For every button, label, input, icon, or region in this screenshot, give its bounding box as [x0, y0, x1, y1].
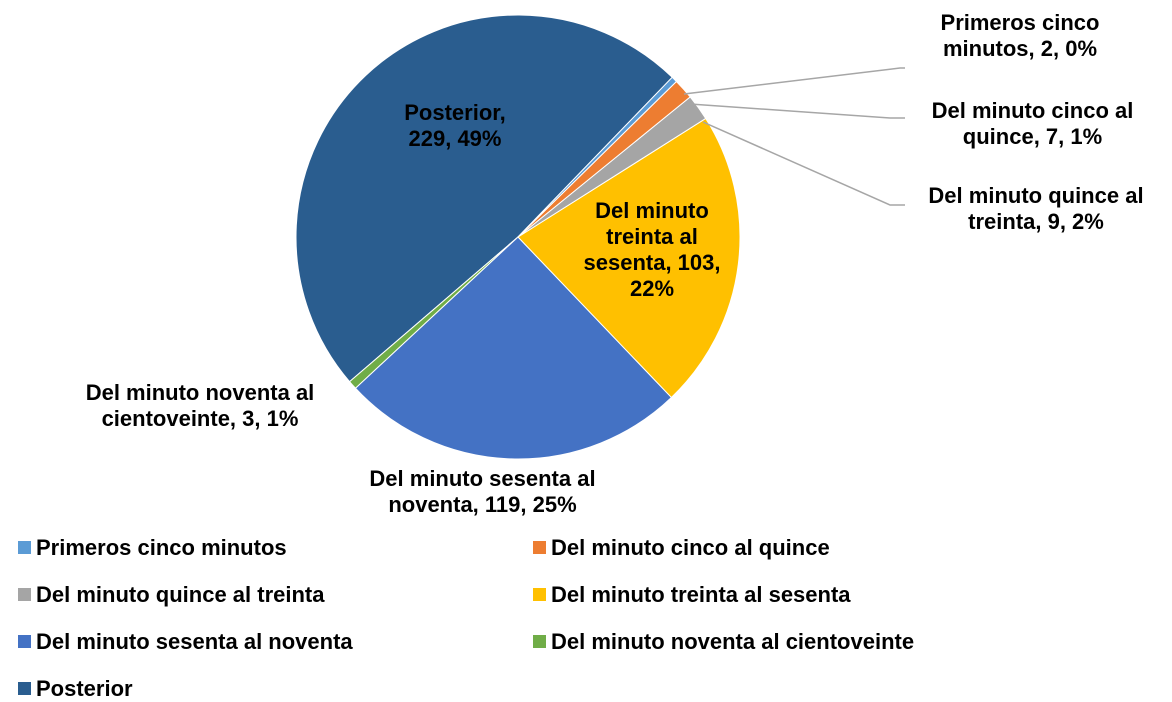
- pie-slice: [295, 14, 673, 383]
- data-label: Primeros cinco minutos, 2, 0%: [940, 10, 1100, 61]
- data-label: Del minuto sesenta al noventa, 119, 25%: [369, 466, 596, 517]
- data-label: Del minuto treinta al sesenta, 103, 22%: [583, 198, 721, 301]
- legend-swatch: [18, 588, 31, 601]
- legend-swatch: [533, 588, 546, 601]
- legend-label: Del minuto quince al treinta: [36, 582, 325, 607]
- data-label: Del minuto cinco al quince, 7, 1%: [931, 98, 1134, 149]
- legend-label: Del minuto sesenta al noventa: [36, 629, 353, 654]
- pie-slice: [517, 117, 741, 399]
- legend-label: Del minuto cinco al quince: [551, 535, 830, 560]
- legend-swatch: [533, 635, 546, 648]
- legend-swatch: [18, 635, 31, 648]
- legend-swatch: [18, 541, 31, 554]
- legend-label: Del minuto noventa al cientoveinte: [551, 629, 915, 654]
- legend-label: Del minuto treinta al sesenta: [551, 582, 851, 607]
- pie-slice: [354, 236, 673, 460]
- leader-line: [683, 67, 905, 95]
- legend-label: Primeros cinco minutos: [36, 535, 287, 560]
- legend-swatch: [533, 541, 546, 554]
- data-label: Del minuto quince al treinta, 9, 2%: [928, 183, 1144, 234]
- legend-swatch: [18, 682, 31, 695]
- leader-line: [689, 103, 905, 119]
- data-label: Posterior, 229, 49%: [404, 100, 506, 151]
- data-label: Del minuto noventa al cientoveinte, 3, 1…: [85, 380, 315, 431]
- legend-label: Posterior: [36, 676, 133, 701]
- leader-line: [702, 121, 905, 206]
- pie-slice: [517, 76, 678, 238]
